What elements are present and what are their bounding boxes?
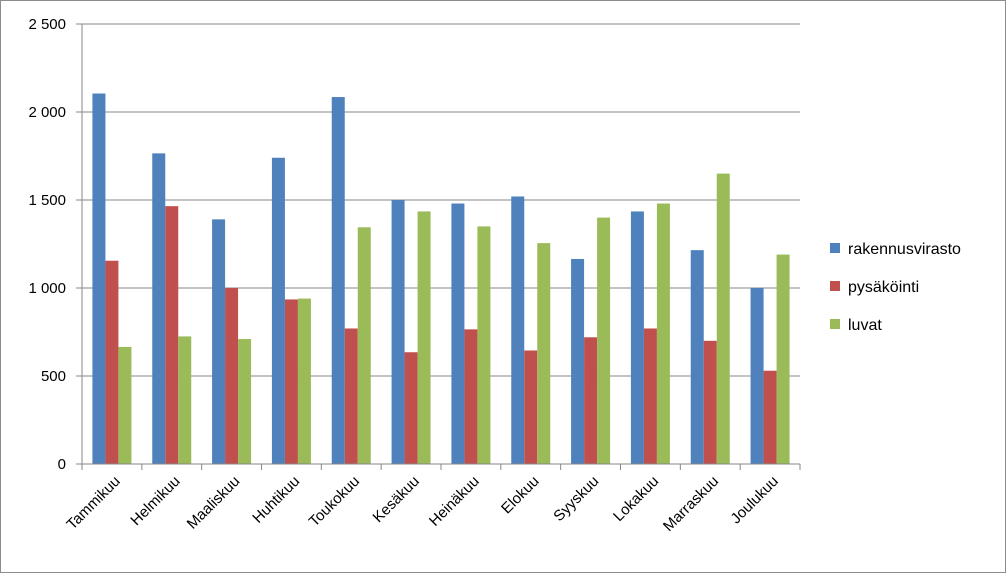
bar-luvat-Maaliskuu [238, 339, 252, 464]
y-tick-label: 0 [58, 456, 66, 473]
x-tick-label: Syyskuu [550, 473, 602, 525]
bar-rakennusvirasto-Toukokuu [331, 97, 345, 464]
y-tick-label: 500 [41, 368, 66, 385]
bar-luvat-Tammikuu [118, 346, 132, 464]
legend-label: rakennusvirasto [848, 241, 961, 258]
bar-pysäköinti-Huhtikuu [284, 299, 298, 464]
bar-pysäköinti-Heinäkuu [464, 329, 478, 464]
bar-pysäköinti-Lokakuu [643, 328, 657, 464]
bar-luvat-Lokakuu [656, 203, 670, 464]
bar-luvat-Marraskuu [716, 173, 730, 464]
bar-rakennusvirasto-Helmikuu [152, 153, 166, 465]
x-tick-label: Toukokuu [306, 473, 363, 530]
x-tick-label: Heinäkuu [426, 473, 483, 530]
bar-luvat-Heinäkuu [477, 226, 491, 464]
y-tick-label: 2 500 [28, 16, 66, 33]
bar-rakennusvirasto-Syyskuu [571, 258, 585, 464]
bar-pysäköinti-Tammikuu [105, 260, 119, 464]
x-tick-label: Elokuu [498, 473, 542, 517]
x-tick-label: Lokakuu [610, 473, 662, 525]
x-tick-labels: Tammikuu Helmikuu Maaliskuu Huhtikuu Toukoku… [63, 473, 782, 535]
bar-luvat-Helmikuu [178, 336, 192, 464]
legend-label: luvat [848, 317, 882, 334]
legend-swatch-pysäköinti [830, 281, 840, 291]
bar-rakennusvirasto-Huhtikuu [271, 157, 285, 464]
bar-pysäköinti-Toukokuu [344, 328, 358, 464]
bar-luvat-Toukokuu [357, 227, 371, 464]
legend-swatch-luvat [830, 319, 840, 329]
bar-pysäköinti-Marraskuu [703, 340, 717, 464]
legend-swatch-rakennusvirasto [830, 243, 840, 253]
bar-luvat-Huhtikuu [297, 298, 311, 464]
y-tick-label: 1 500 [28, 192, 66, 209]
bar-rakennusvirasto-Heinäkuu [451, 203, 465, 464]
bar-rakennusvirasto-Marraskuu [690, 250, 704, 464]
bar-luvat-Kesäkuu [417, 211, 431, 464]
bar-luvat-Syyskuu [597, 217, 611, 464]
bar-rakennusvirasto-Elokuu [511, 196, 525, 465]
bar-rakennusvirasto-Lokakuu [630, 211, 644, 464]
x-tick-label: Marraskuu [660, 473, 722, 535]
bar-rakennusvirasto-Tammikuu [92, 93, 106, 465]
y-tick-labels: 0 500 1 000 1 500 2 000 2 500 [28, 16, 66, 473]
bar-pysäköinti-Kesäkuu [404, 352, 418, 464]
bar-rakennusvirasto-Maaliskuu [212, 219, 226, 464]
bar-pysäköinti-Maaliskuu [225, 288, 239, 464]
bar-pysäköinti-Syyskuu [584, 337, 598, 464]
gridlines [82, 23, 800, 377]
bar-pysäköinti-Joulukuu [763, 370, 777, 464]
x-tick-label: Maaliskuu [184, 473, 244, 533]
bar-pysäköinti-Elokuu [524, 350, 538, 464]
bar-luvat-Elokuu [537, 243, 551, 464]
bar-rakennusvirasto-Kesäkuu [391, 200, 405, 464]
legend-label: pysäköinti [848, 279, 919, 296]
bar-pysäköinti-Helmikuu [165, 206, 179, 464]
x-tick-label: Huhtikuu [249, 473, 303, 527]
x-tick-label: Joulukuu [727, 473, 781, 527]
bar-luvat-Joulukuu [776, 254, 790, 464]
bar-rakennusvirasto-Joulukuu [750, 288, 764, 464]
x-tick-label: Helmikuu [127, 473, 183, 529]
bars [92, 93, 790, 465]
axes [76, 23, 801, 470]
y-tick-label: 1 000 [28, 280, 66, 297]
legend: rakennusvirasto pysäköinti luvat [830, 241, 961, 334]
x-tick-label: Tammikuu [63, 473, 123, 533]
x-tick-label: Kesäkuu [370, 473, 423, 526]
y-tick-label: 2 000 [28, 104, 66, 121]
